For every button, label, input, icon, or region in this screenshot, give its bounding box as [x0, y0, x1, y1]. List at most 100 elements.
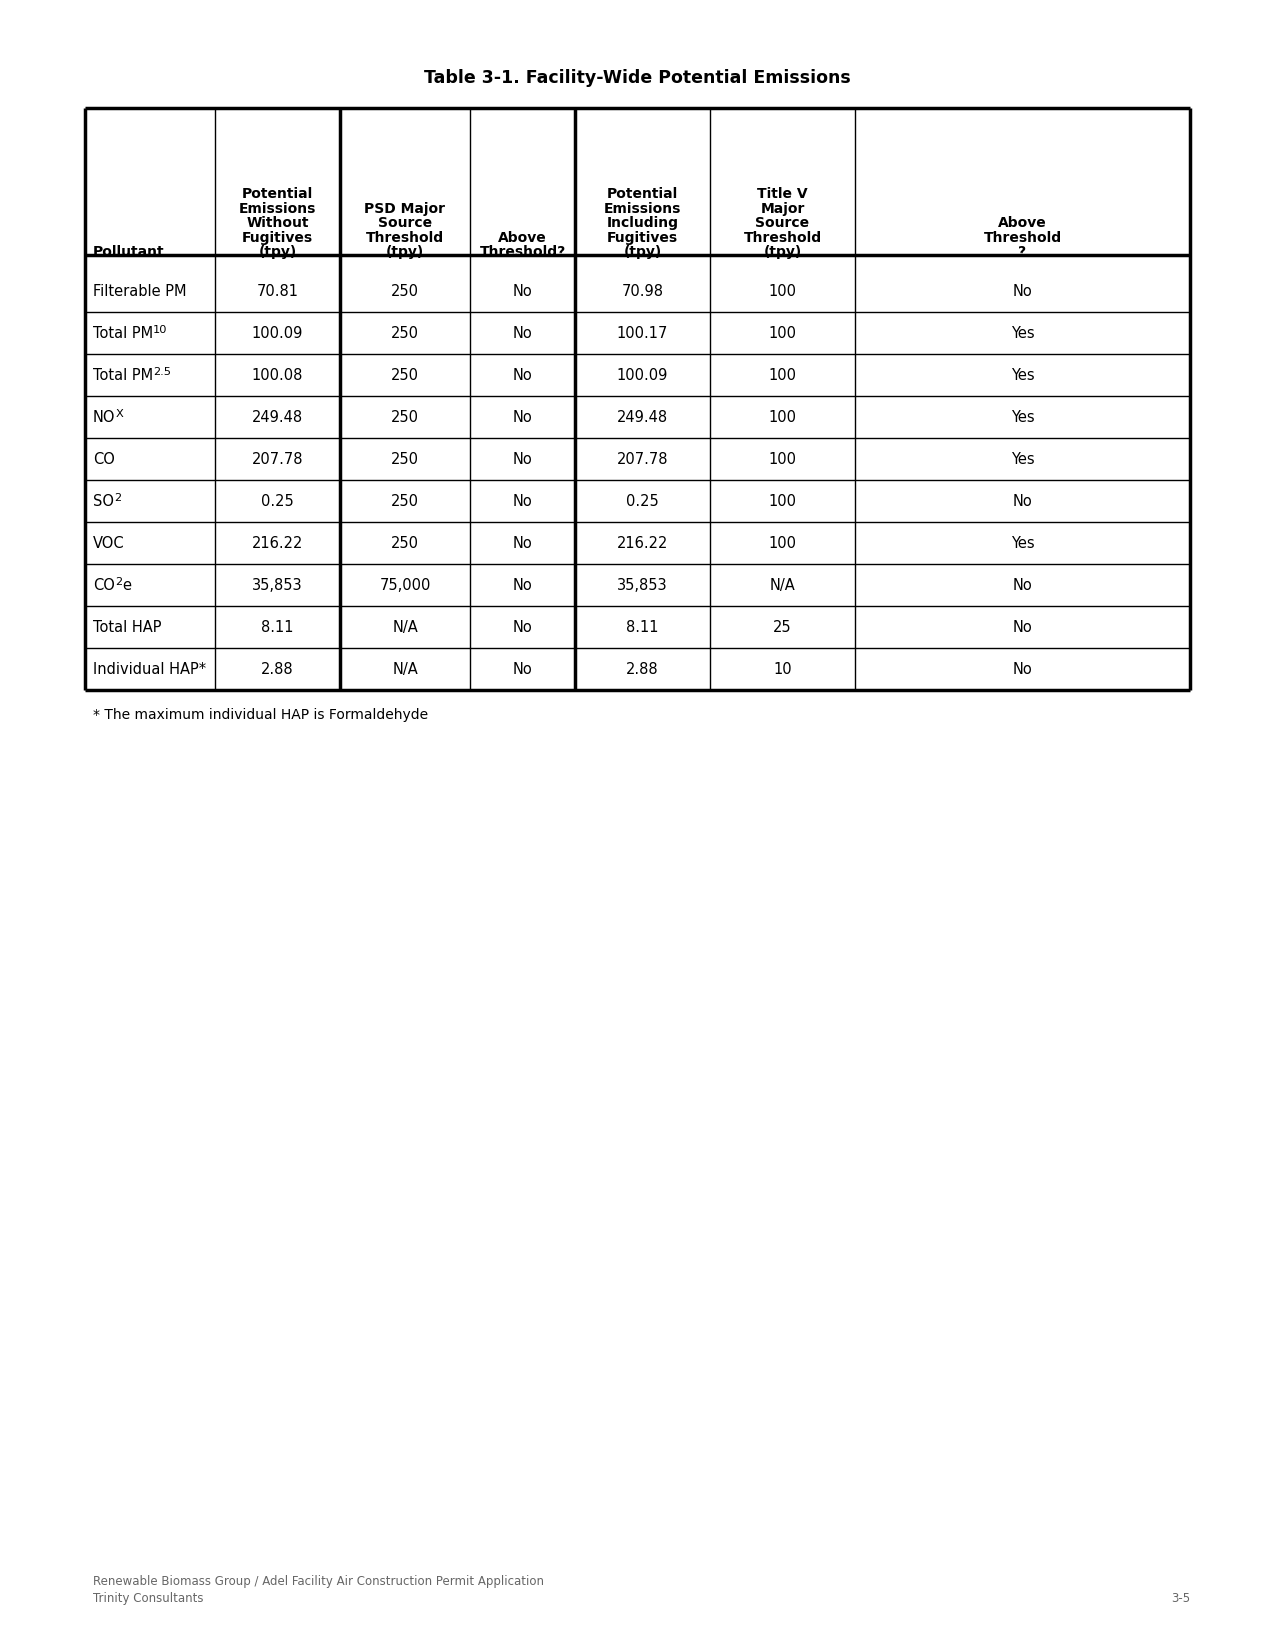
- Text: No: No: [1012, 494, 1033, 509]
- Text: (tpy): (tpy): [764, 244, 802, 259]
- Text: Including: Including: [607, 216, 678, 229]
- Text: PSD Major: PSD Major: [365, 201, 445, 216]
- Text: 249.48: 249.48: [617, 409, 668, 424]
- Text: 70.98: 70.98: [621, 284, 663, 299]
- Text: Title V: Title V: [757, 187, 808, 201]
- Text: No: No: [513, 409, 533, 424]
- Text: ?: ?: [1019, 244, 1026, 259]
- Text: 8.11: 8.11: [626, 619, 659, 634]
- Text: Major: Major: [760, 201, 805, 216]
- Text: Renewable Biomass Group / Adel Facility Air Construction Permit Application: Renewable Biomass Group / Adel Facility …: [93, 1575, 544, 1588]
- Text: CO: CO: [93, 578, 115, 593]
- Text: Table 3-1. Facility-Wide Potential Emissions: Table 3-1. Facility-Wide Potential Emiss…: [425, 69, 850, 88]
- Text: No: No: [513, 619, 533, 634]
- Text: Yes: Yes: [1011, 325, 1034, 340]
- Text: Total HAP: Total HAP: [93, 619, 162, 634]
- Text: Threshold: Threshold: [366, 231, 444, 244]
- Text: e: e: [122, 578, 131, 593]
- Text: 3-5: 3-5: [1170, 1592, 1190, 1605]
- Text: 2: 2: [113, 494, 121, 504]
- Text: 10: 10: [773, 662, 792, 677]
- Text: No: No: [513, 535, 533, 550]
- Text: 207.78: 207.78: [251, 451, 303, 467]
- Text: Potential: Potential: [607, 187, 678, 201]
- Text: 70.81: 70.81: [256, 284, 298, 299]
- Text: Without: Without: [246, 216, 309, 229]
- Text: Threshold: Threshold: [983, 231, 1062, 244]
- Text: 2.88: 2.88: [261, 662, 293, 677]
- Text: 100: 100: [769, 535, 797, 550]
- Text: 250: 250: [391, 284, 419, 299]
- Text: Emissions: Emissions: [238, 201, 316, 216]
- Text: Above: Above: [499, 231, 547, 244]
- Text: 100: 100: [769, 451, 797, 467]
- Text: N/A: N/A: [393, 662, 418, 677]
- Text: No: No: [1012, 619, 1033, 634]
- Text: Trinity Consultants: Trinity Consultants: [93, 1592, 204, 1605]
- Text: No: No: [513, 494, 533, 509]
- Text: 250: 250: [391, 409, 419, 424]
- Text: Yes: Yes: [1011, 368, 1034, 383]
- Text: Threshold?: Threshold?: [479, 244, 566, 259]
- Text: 207.78: 207.78: [617, 451, 668, 467]
- Text: No: No: [513, 451, 533, 467]
- Text: 2.88: 2.88: [626, 662, 659, 677]
- Text: 100: 100: [769, 409, 797, 424]
- Text: Total PM: Total PM: [93, 368, 153, 383]
- Text: Yes: Yes: [1011, 409, 1034, 424]
- Text: Individual HAP*: Individual HAP*: [93, 662, 207, 677]
- Text: No: No: [513, 284, 533, 299]
- Text: * The maximum individual HAP is Formaldehyde: * The maximum individual HAP is Formalde…: [93, 708, 428, 721]
- Text: 2.5: 2.5: [153, 367, 171, 376]
- Text: No: No: [1012, 578, 1033, 593]
- Text: Yes: Yes: [1011, 535, 1034, 550]
- Text: No: No: [513, 662, 533, 677]
- Text: Above: Above: [998, 216, 1047, 229]
- Text: 100.17: 100.17: [617, 325, 668, 340]
- Text: No: No: [513, 368, 533, 383]
- Text: Potential: Potential: [242, 187, 314, 201]
- Text: 250: 250: [391, 535, 419, 550]
- Text: 100: 100: [769, 284, 797, 299]
- Text: 250: 250: [391, 368, 419, 383]
- Text: 100.09: 100.09: [251, 325, 303, 340]
- Text: 100: 100: [769, 368, 797, 383]
- Text: CO: CO: [93, 451, 115, 467]
- Text: Emissions: Emissions: [604, 201, 681, 216]
- Text: 250: 250: [391, 325, 419, 340]
- Text: Fugitives: Fugitives: [242, 231, 314, 244]
- Text: SO: SO: [93, 494, 113, 509]
- Text: Filterable PM: Filterable PM: [93, 284, 186, 299]
- Text: Source: Source: [755, 216, 810, 229]
- Text: 100.09: 100.09: [617, 368, 668, 383]
- Text: No: No: [513, 325, 533, 340]
- Text: N/A: N/A: [770, 578, 796, 593]
- Text: 35,853: 35,853: [252, 578, 303, 593]
- Text: 250: 250: [391, 451, 419, 467]
- Text: 249.48: 249.48: [252, 409, 303, 424]
- Text: X: X: [116, 409, 124, 419]
- Text: (tpy): (tpy): [259, 244, 297, 259]
- Text: 100.08: 100.08: [251, 368, 303, 383]
- Text: (tpy): (tpy): [623, 244, 662, 259]
- Text: 0.25: 0.25: [626, 494, 659, 509]
- Text: Pollutant: Pollutant: [93, 244, 164, 259]
- Text: Threshold: Threshold: [743, 231, 821, 244]
- Text: Yes: Yes: [1011, 451, 1034, 467]
- Text: (tpy): (tpy): [386, 244, 425, 259]
- Text: Source: Source: [377, 216, 432, 229]
- Text: 216.22: 216.22: [251, 535, 303, 550]
- Text: 0.25: 0.25: [261, 494, 293, 509]
- Text: 250: 250: [391, 494, 419, 509]
- Text: 75,000: 75,000: [380, 578, 431, 593]
- Text: 10: 10: [153, 325, 167, 335]
- Text: 8.11: 8.11: [261, 619, 293, 634]
- Text: N/A: N/A: [393, 619, 418, 634]
- Text: 100: 100: [769, 325, 797, 340]
- Text: 2: 2: [115, 576, 122, 588]
- Text: 25: 25: [773, 619, 792, 634]
- Text: 100: 100: [769, 494, 797, 509]
- Text: No: No: [1012, 284, 1033, 299]
- Text: Total PM: Total PM: [93, 325, 153, 340]
- Text: VOC: VOC: [93, 535, 125, 550]
